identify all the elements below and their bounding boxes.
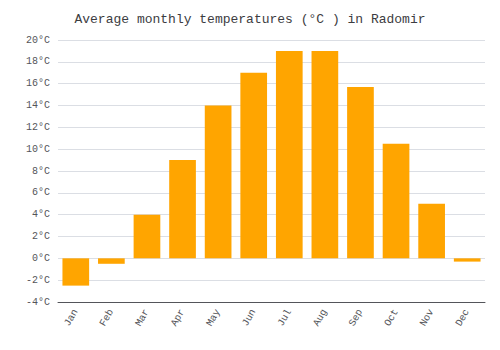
svg-text:Apr: Apr [169,307,188,328]
svg-text:0°C: 0°C [32,253,50,264]
svg-text:18°C: 18°C [26,56,50,67]
svg-text:4°C: 4°C [32,209,50,220]
svg-text:Dec: Dec [453,307,472,328]
svg-text:20°C: 20°C [26,35,50,46]
svg-text:16°C: 16°C [26,78,50,89]
svg-text:Sep: Sep [347,307,366,328]
svg-text:Average monthly temperatures (: Average monthly temperatures (°C ) in Ra… [74,12,425,27]
svg-text:Jun: Jun [240,307,259,328]
svg-text:Nov: Nov [418,307,437,328]
svg-text:Jul: Jul [276,307,295,328]
svg-text:Oct: Oct [382,307,401,328]
svg-text:-4°C: -4°C [26,297,50,308]
svg-text:14°C: 14°C [26,100,50,111]
svg-text:Aug: Aug [311,307,330,328]
svg-text:2°C: 2°C [32,231,50,242]
svg-text:May: May [204,307,223,328]
svg-text:8°C: 8°C [32,166,50,177]
svg-text:-2°C: -2°C [26,275,50,286]
svg-text:Jan: Jan [62,307,81,328]
svg-text:6°C: 6°C [32,187,50,198]
svg-text:10°C: 10°C [26,144,50,155]
svg-text:Feb: Feb [98,307,117,328]
svg-text:12°C: 12°C [26,122,50,133]
svg-text:Mar: Mar [133,307,152,328]
